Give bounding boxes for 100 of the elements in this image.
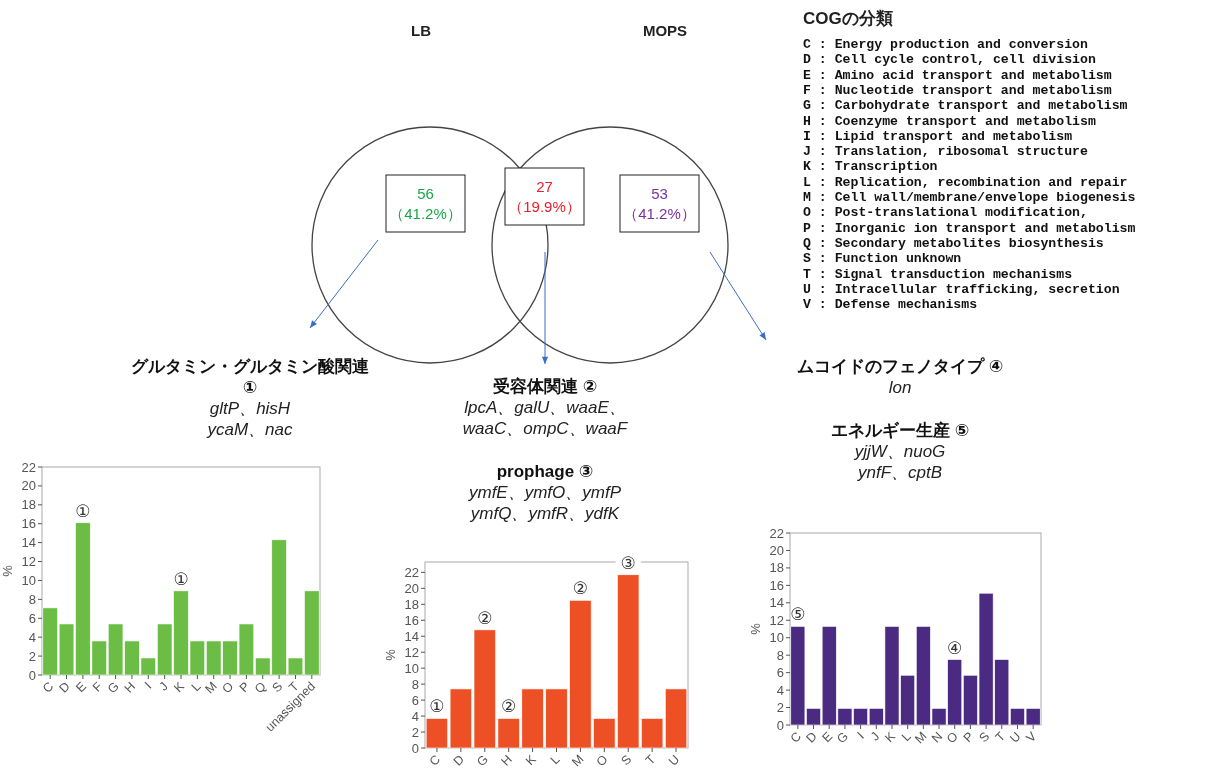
text: L : Replication, recombination and repair [803,174,1128,190]
y-tick-label: 16 [769,577,784,593]
text: J : Translation, ribosomal structure [803,144,1088,160]
x-tick-label: L [547,752,563,768]
text: V : Defense mechanisms [803,297,978,313]
x-tick-label: U [1007,729,1024,746]
text: P : Inorganic ion transport and metabolism [803,220,1136,236]
text: エネルギー生産 ⑤ [830,421,970,440]
x-tick-label: C [40,679,57,696]
text: waaC、ompC、waaF [462,419,629,438]
y-tick-label: 14 [769,595,784,611]
text: G : Carbohydrate transport and metabolism [803,98,1128,114]
x-tick-label: T [992,728,1009,745]
text: gltP、hisH [209,399,291,418]
text: ycaM、nac [206,420,294,439]
x-tick-label: I [142,679,155,692]
y-tick-label: 14 [21,535,36,551]
x-tick-label: N [928,729,946,746]
y-tick-label: 8 [28,591,36,607]
x-tick-label: C [426,752,444,769]
y-tick-label: 16 [21,516,36,532]
text: yjjW、nuoG [853,442,946,461]
x-tick-label: O [219,679,237,696]
y-tick-label: 4 [776,682,784,698]
text: H : Coenzyme transport and metabolism [803,113,1096,129]
x-tick-label: S [618,752,635,769]
x-tick-label: S [976,729,993,746]
x-tick-label: M [569,752,587,770]
text: I : Lipid transport and metabolism [803,128,1073,144]
x-tick-label: K [522,751,540,769]
y-tick-label: 0 [411,740,419,756]
y-tick-label: 10 [769,630,784,646]
text: O : Post-translational modification, [803,205,1088,221]
text: lpcA、galU、waaE、 [464,398,626,417]
text: （41.2%） [623,205,696,222]
y-tick-label: 20 [404,580,419,596]
x-tick-label: F [90,678,106,695]
y-tick-label: 18 [404,596,419,612]
text: 53 [651,185,668,202]
annotation: ① [429,697,445,717]
x-tick-label: O [944,729,962,746]
x-tick-label: E [819,729,836,746]
text: ynfF、cptB [856,463,943,482]
y-axis-title: % [0,564,15,577]
y-tick-label: 18 [21,497,36,513]
text: 56 [417,185,434,202]
y-tick-label: 22 [769,525,784,541]
y-tick-label: 12 [769,612,784,628]
y-tick-label: 6 [28,610,36,626]
text: ymfQ、ymfR、ydfK [469,504,620,523]
text: 27 [536,178,553,195]
x-tick-label: G [474,752,491,769]
y-tick-label: 12 [404,644,419,660]
text: U : Intracellular trafficking, secretion [803,281,1120,297]
x-tick-label: T [642,751,659,768]
x-tick-label: V [1023,728,1040,746]
text: LB [411,22,432,39]
y-tick-label: 22 [21,459,36,475]
y-tick-label: 2 [28,648,36,664]
annotation: ⑤ [790,605,806,625]
text: グルタミン・グルタミン酸関連 ① [131,357,369,397]
y-tick-label: 20 [769,542,784,558]
x-tick-label: H [498,752,515,769]
x-tick-label: C [787,729,804,746]
y-tick-label: 12 [21,554,36,570]
text: （41.2%） [389,205,462,222]
annotation: ② [501,697,517,717]
y-axis-title: % [383,648,398,661]
text: K : Transcription [803,159,938,175]
text: D : Cell cycle control, cell division [803,52,1096,68]
x-tick-label: J [156,679,171,694]
annotation: ④ [947,638,963,658]
annotation: ② [477,608,493,628]
text: prophage ③ [496,462,594,481]
text: （19.9%） [508,198,581,215]
x-tick-label: I [854,729,867,742]
y-tick-label: 2 [776,700,784,716]
text: 受容体関連 ② [492,377,598,396]
y-tick-label: 0 [28,667,36,683]
text: MOPS [642,22,688,39]
x-tick-label: U [665,752,683,769]
y-tick-label: 10 [404,660,419,676]
x-tick-label: K [171,678,188,696]
x-tick-label: L [898,729,914,745]
x-tick-label: H [121,679,139,696]
text: T : Signal transduction mechanisms [803,266,1073,282]
text: F : Nucleotide transport and metabolism [803,82,1112,98]
y-tick-label: 2 [411,724,419,740]
x-tick-label: E [73,679,89,696]
x-tick-label: L [188,679,204,695]
annotation: ① [173,569,189,589]
x-tick-label: D [56,679,73,696]
text: ムコイドのフェノタイプ ④ [796,357,1004,376]
text: COGの分類 [803,9,893,28]
annotation: ① [75,501,91,521]
text: S : Function unknown [803,251,962,267]
x-tick-label: M [912,729,930,747]
x-tick-label: D [803,729,820,746]
y-tick-label: 10 [21,572,36,588]
annotation: ③ [620,553,636,573]
